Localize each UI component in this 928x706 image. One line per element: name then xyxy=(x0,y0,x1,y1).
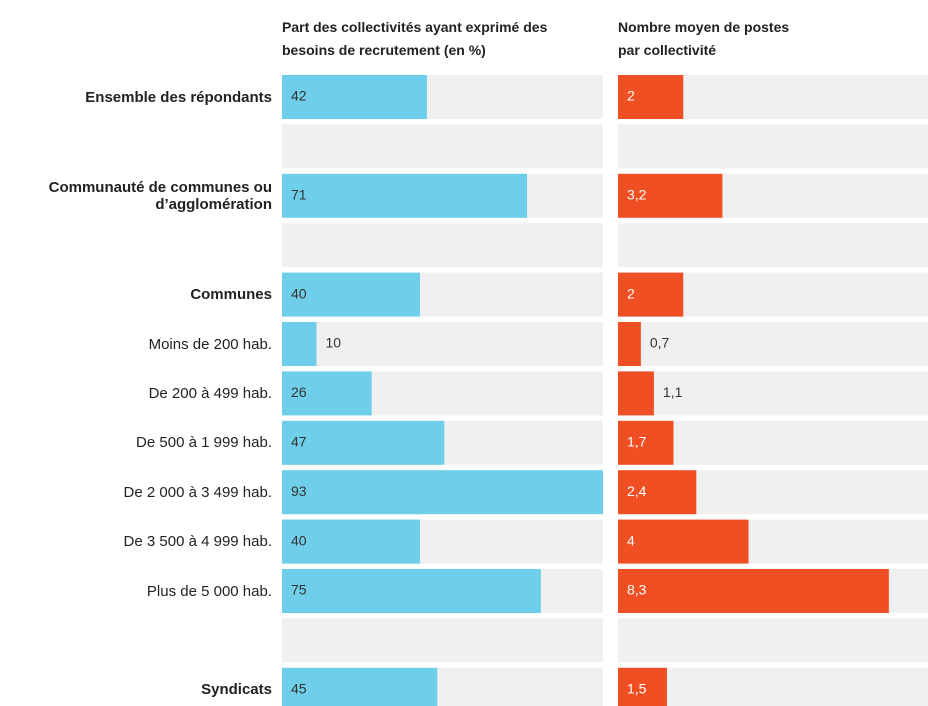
track xyxy=(282,124,603,169)
value-label: 45 xyxy=(291,681,307,697)
value-label: 2 xyxy=(627,285,635,301)
bar xyxy=(282,519,421,564)
track xyxy=(618,124,928,169)
bar xyxy=(618,470,697,515)
track xyxy=(282,618,603,663)
track xyxy=(618,618,928,663)
bar xyxy=(618,75,684,119)
track xyxy=(618,223,928,268)
category-label: Plus de 5 000 hab. xyxy=(146,582,272,600)
value-label: 1,5 xyxy=(627,681,647,697)
bar xyxy=(282,272,421,317)
bar xyxy=(618,272,684,317)
value-label: 71 xyxy=(291,187,307,203)
bar xyxy=(282,173,528,218)
value-label: 40 xyxy=(291,532,307,548)
category-label: Ensemble des répondants xyxy=(85,88,272,106)
value-label: 10 xyxy=(326,335,342,351)
track xyxy=(618,322,928,366)
track xyxy=(282,322,603,366)
value-label: 1,1 xyxy=(663,384,683,400)
value-label: 47 xyxy=(291,434,307,450)
category-label: Syndicats xyxy=(201,681,272,699)
category-label: De 3 500 à 4 999 hab. xyxy=(123,533,272,551)
bar xyxy=(618,569,889,613)
bar xyxy=(618,173,723,218)
value-label: 8,3 xyxy=(627,582,647,598)
category-label: De 500 à 1 999 hab. xyxy=(136,434,272,452)
bar xyxy=(618,667,667,706)
category-label: De 2 000 à 3 499 hab. xyxy=(123,483,272,501)
value-label: 1,7 xyxy=(627,434,647,450)
track xyxy=(618,667,928,706)
bar xyxy=(282,667,438,706)
bar xyxy=(618,371,654,416)
bar xyxy=(282,569,541,613)
panel-title: Part des collectivités ayant exprimé des… xyxy=(282,19,548,58)
bar xyxy=(282,371,372,416)
value-label: 40 xyxy=(291,285,307,301)
track xyxy=(618,371,928,416)
value-label: 0,7 xyxy=(650,335,670,351)
category-label: De 200 à 499 hab. xyxy=(148,384,272,402)
category-label: Communes xyxy=(190,286,272,304)
bar xyxy=(282,322,317,366)
value-label: 3,2 xyxy=(627,187,647,203)
bar xyxy=(618,322,641,366)
value-label: 4 xyxy=(627,532,635,548)
bar xyxy=(282,420,445,465)
value-label: 26 xyxy=(291,384,307,400)
value-label: 93 xyxy=(291,483,307,499)
bar xyxy=(282,75,427,119)
bar xyxy=(618,420,674,465)
value-label: 42 xyxy=(291,88,307,104)
bar xyxy=(618,519,749,564)
bar xyxy=(282,470,603,515)
value-label: 2 xyxy=(627,88,635,104)
panel-title: Nombre moyen de postes par collectivité xyxy=(618,19,790,58)
category-label: Moins de 200 hab. xyxy=(148,335,272,353)
value-label: 75 xyxy=(291,582,307,598)
category-label: Communauté de communes ou d’agglomératio… xyxy=(48,178,272,213)
track xyxy=(282,223,603,268)
value-label: 2,4 xyxy=(627,483,647,499)
